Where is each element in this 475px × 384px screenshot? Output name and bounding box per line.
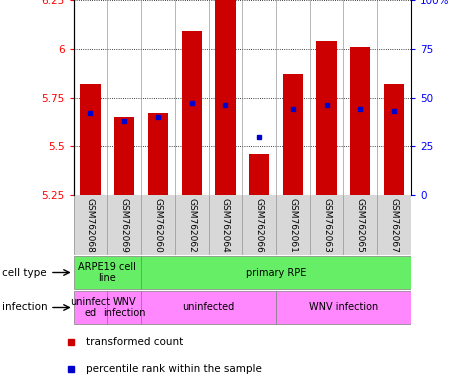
Bar: [350, 47, 370, 195]
Text: WNV
infection: WNV infection: [103, 297, 145, 318]
Bar: [215, 0, 236, 195]
Bar: [283, 74, 303, 195]
Bar: [80, 84, 101, 195]
Text: WNV infection: WNV infection: [309, 303, 378, 313]
Text: transformed count: transformed count: [86, 336, 183, 346]
Text: GSM762064: GSM762064: [221, 198, 230, 253]
Bar: [316, 41, 337, 195]
Bar: [249, 154, 269, 195]
Text: GSM762067: GSM762067: [390, 198, 399, 253]
Bar: [141, 291, 276, 324]
Bar: [114, 117, 134, 195]
Text: uninfect
ed: uninfect ed: [70, 297, 111, 318]
Text: infection: infection: [2, 303, 48, 313]
Text: GSM762068: GSM762068: [86, 198, 95, 253]
Text: uninfected: uninfected: [182, 303, 235, 313]
Text: primary RPE: primary RPE: [246, 268, 306, 278]
Text: GSM762061: GSM762061: [288, 198, 297, 253]
Text: GSM762065: GSM762065: [356, 198, 365, 253]
Text: cell type: cell type: [2, 268, 47, 278]
Text: GSM762066: GSM762066: [255, 198, 264, 253]
Text: percentile rank within the sample: percentile rank within the sample: [86, 364, 261, 374]
Text: GSM762060: GSM762060: [153, 198, 162, 253]
Bar: [141, 256, 411, 289]
Bar: [74, 256, 141, 289]
Text: GSM762069: GSM762069: [120, 198, 129, 253]
Bar: [276, 291, 411, 324]
Bar: [107, 291, 141, 324]
Text: GSM762063: GSM762063: [322, 198, 331, 253]
Bar: [74, 291, 107, 324]
Text: GSM762062: GSM762062: [187, 198, 196, 253]
Text: ARPE19 cell
line: ARPE19 cell line: [78, 262, 136, 283]
Bar: [384, 84, 404, 195]
Bar: [181, 31, 202, 195]
Bar: [148, 113, 168, 195]
